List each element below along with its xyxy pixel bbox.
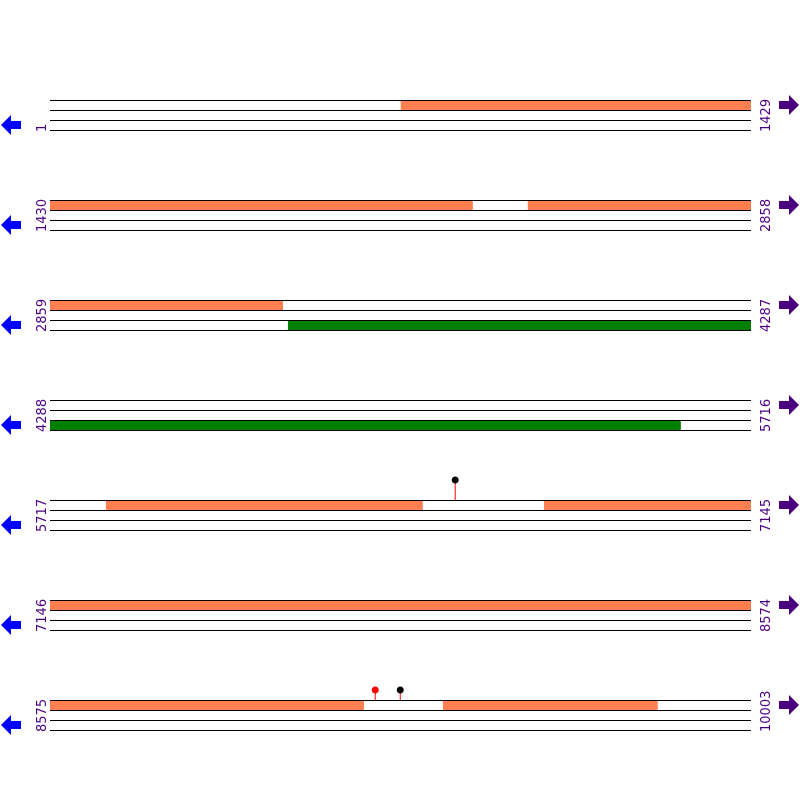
- feature-bar: [50, 200, 473, 210]
- left-arrow-icon[interactable]: [1, 615, 21, 635]
- marker-head: [371, 686, 379, 694]
- left-arrow-icon[interactable]: [1, 215, 21, 235]
- marker-head: [451, 476, 459, 484]
- right-arrow-icon[interactable]: [779, 295, 799, 315]
- feature-bar: [287, 320, 751, 330]
- feature-bar: [50, 600, 751, 610]
- left-arrow-icon[interactable]: [1, 415, 21, 435]
- right-arrow-icon[interactable]: [779, 595, 799, 615]
- left-arrow-icon[interactable]: [1, 715, 21, 735]
- row-end-label: 10003: [759, 691, 774, 732]
- feature-bar: [543, 500, 751, 510]
- right-arrow-icon[interactable]: [779, 695, 799, 715]
- right-arrow-icon[interactable]: [779, 195, 799, 215]
- sequence-row: 2859 4287: [1, 295, 799, 335]
- row-start-label: 2859: [35, 299, 50, 332]
- row-start-label: 4288: [35, 399, 50, 432]
- row-start-label: 1430: [35, 199, 50, 232]
- row-start-label: 5717: [35, 499, 50, 532]
- left-arrow-icon[interactable]: [1, 515, 21, 535]
- sequence-row: 5717 7145: [1, 476, 799, 535]
- right-arrow-icon[interactable]: [779, 95, 799, 115]
- right-arrow-icon[interactable]: [779, 495, 799, 515]
- sequence-row: 1 1429: [1, 95, 799, 135]
- row-end-label: 5716: [759, 399, 774, 432]
- feature-bar: [400, 100, 751, 110]
- sequence-row: 1430 2858: [1, 195, 799, 235]
- row-start-label: 7146: [35, 599, 50, 632]
- sequence-row: 8575 10003: [1, 686, 799, 735]
- feature-bar: [527, 200, 751, 210]
- feature-bar: [50, 700, 364, 710]
- feature-bar: [105, 500, 423, 510]
- left-arrow-icon[interactable]: [1, 115, 21, 135]
- right-arrow-icon[interactable]: [779, 395, 799, 415]
- feature-bar: [50, 300, 284, 310]
- sequence-row: 4288 5716: [1, 395, 799, 435]
- marker-head: [396, 686, 404, 694]
- feature-bar: [442, 700, 658, 710]
- row-end-label: 8574: [759, 599, 774, 632]
- row-start-label: 8575: [35, 699, 50, 732]
- row-end-label: 2858: [759, 199, 774, 232]
- row-end-label: 7145: [759, 499, 774, 532]
- left-arrow-icon[interactable]: [1, 315, 21, 335]
- row-start-label: 1: [35, 124, 50, 132]
- sequence-row: 7146 8574: [1, 595, 799, 635]
- row-end-label: 1429: [759, 99, 774, 132]
- row-end-label: 4287: [759, 299, 774, 332]
- feature-bar: [50, 420, 681, 430]
